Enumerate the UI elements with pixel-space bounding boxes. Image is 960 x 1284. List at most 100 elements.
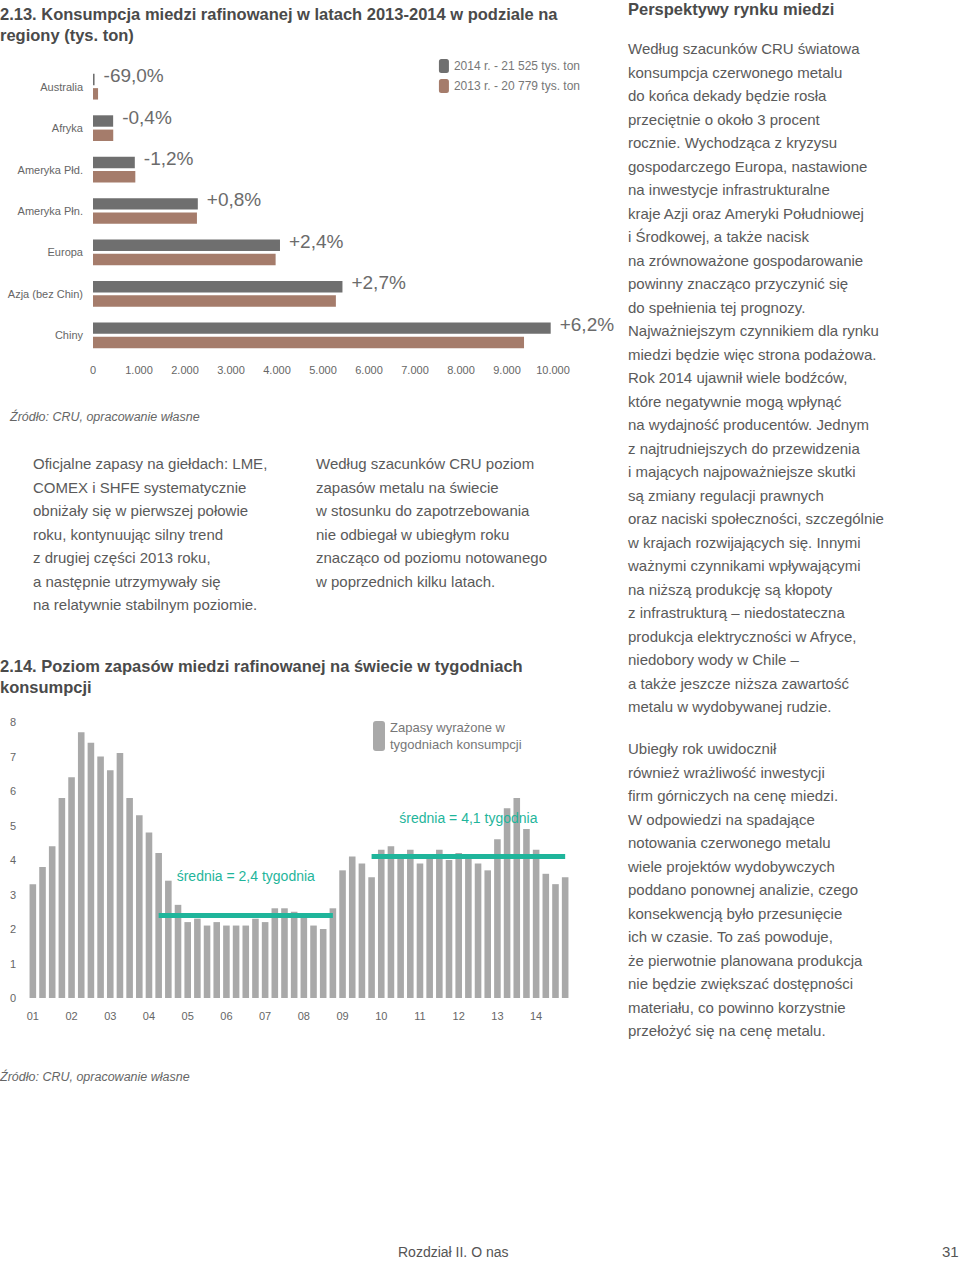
html-text:że pierwotnie planowana produk: że pierwotnie planowana produkcja [628,951,863,969]
svg-text:1: 1 [10,958,16,970]
svg-text:06: 06 [220,1010,232,1022]
svg-text:Australia: Australia [40,81,84,93]
svg-text:+2,4%: +2,4% [289,231,344,252]
svg-text:Afryka: Afryka [52,122,84,134]
html-text:gospodarczego Europa, nastawio: gospodarczego Europa, nastawione [628,157,868,175]
html-text:na niższą produkcję są kłopoty: na niższą produkcję są kłopoty [628,580,833,598]
svg-text:7: 7 [10,751,16,763]
svg-text:Azja (bez Chin): Azja (bez Chin) [8,288,83,300]
svg-text:-1,2%: -1,2% [144,148,194,169]
svg-text:10.000: 10.000 [536,364,570,376]
html-text:na zrównoważone gospodarowanie: na zrównoważone gospodarowanie [628,251,864,269]
svg-text:3.000: 3.000 [217,364,245,376]
html-text:a następnie utrzymywały się: a następnie utrzymywały się [33,572,221,590]
html-text:konsumpcja czerwonego metalu: konsumpcja czerwonego metalu [628,63,843,81]
svg-text:04: 04 [143,1010,155,1022]
svg-text:+6,2%: +6,2% [560,314,615,335]
html-text:kraje Azji oraz Ameryki Połudn: kraje Azji oraz Ameryki Południowej [628,204,864,222]
html-text:Według szacunków CRU światowa: Według szacunków CRU światowa [628,40,860,57]
html-text:a także jeszcze niższa zawarto: a także jeszcze niższa zawartość [628,674,849,692]
html-text:2.14. Poziom zapasów miedzi ra: 2.14. Poziom zapasów miedzi rafinowanej … [0,657,523,696]
html-text:na relatywnie stabilnym poziom: na relatywnie stabilnym poziomie. [33,596,258,613]
html-text:nie odbiegał w ubiegłym roku: nie odbiegał w ubiegłym roku [316,525,510,543]
html-text:Oficjalne zapasy na giełdach:: Oficjalne zapasy na giełdach: LME, [33,455,268,472]
svg-text:7.000: 7.000 [401,364,429,376]
svg-text:2.000: 2.000 [171,364,199,376]
svg-text:05: 05 [182,1010,194,1022]
html-text:znacząco od poziomu notowanego: znacząco od poziomu notowanego [316,549,547,566]
html-text:przeciętnie o około 3 procent: przeciętnie o około 3 procent [628,110,820,128]
html-text:w krajach rozwijających się. I: w krajach rozwijających się. Innymi [628,533,861,551]
html-text:obniżały się w pierwszej połow: obniżały się w pierwszej połowie [33,502,249,519]
svg-text:8.000: 8.000 [447,364,475,376]
html-text:COMEX i SHFE systematycznie: COMEX i SHFE systematycznie [33,478,247,496]
svg-text:8: 8 [10,716,16,728]
svg-text:02: 02 [65,1010,77,1022]
svg-text:2014 r. - 21 525 tys. ton: 2014 r. - 21 525 tys. ton [454,59,580,73]
svg-text:Chiny: Chiny [55,329,84,341]
svg-text:4.000: 4.000 [263,364,291,376]
svg-text:-0,4%: -0,4% [122,107,172,128]
html-text:Według szacunków CRU poziom: Według szacunków CRU poziom [316,455,535,472]
html-text:z drugiej części 2013 roku,: z drugiej części 2013 roku, [33,549,211,566]
svg-text:13: 13 [491,1010,503,1022]
html-text:materiału, co powinno korzystn: materiału, co powinno korzystnie [628,998,846,1016]
html-text:Najważniejszym czynnikiem dla: Najważniejszym czynnikiem dla rynku [628,322,879,339]
svg-text:+2,7%: +2,7% [351,272,406,293]
html-text:roku, kontynuując silny trend: roku, kontynuując silny trend [33,525,224,543]
svg-text:Ameryka Płd.: Ameryka Płd. [18,164,83,176]
html-text:do końca dekady będzie rosła: do końca dekady będzie rosła [628,87,827,104]
svg-text:0: 0 [90,364,96,376]
html-text:zapasów metalu na świecie: zapasów metalu na świecie [316,478,499,496]
svg-text:+0,8%: +0,8% [207,189,262,210]
html-text:z najtrudniejszych do przewidz: z najtrudniejszych do przewidzenia [628,439,860,457]
svg-text:0: 0 [10,992,16,1004]
svg-text:2013 r. - 20 779 tys. ton: 2013 r. - 20 779 tys. ton [454,79,580,93]
html-text:W odpowiedzi na spadające: W odpowiedzi na spadające [628,810,815,828]
html-text:również wrażliwość inwestycji: również wrażliwość inwestycji [628,763,825,781]
svg-text:5.000: 5.000 [309,364,337,376]
svg-text:4: 4 [10,854,16,866]
html-text:i mających najpoważniejsze sku: i mających najpoważniejsze skutki [628,463,856,480]
svg-text:9.000: 9.000 [493,364,521,376]
html-text:2.13. Konsumpcja miedzi rafino: 2.13. Konsumpcja miedzi rafinowanej w la… [0,5,558,44]
svg-text:Europa: Europa [48,246,84,258]
html-text:na inwestycje infrastrukturaln: na inwestycje infrastrukturalne [628,181,830,198]
html-text:rocznie. Wychodząca z kryzysu: rocznie. Wychodząca z kryzysu [628,134,838,151]
svg-text:tygodniach konsumpcji: tygodniach konsumpcji [390,737,522,752]
svg-text:-69,0%: -69,0% [104,65,164,86]
svg-text:01: 01 [27,1010,39,1022]
svg-text:14: 14 [530,1010,542,1022]
svg-text:07: 07 [259,1010,271,1022]
svg-text:6: 6 [10,785,16,797]
svg-text:08: 08 [298,1010,310,1022]
html-text:w stosunku do zapotrzebowania: w stosunku do zapotrzebowania [316,502,530,519]
html-text:Perspektywy rynku miedzi: Perspektywy rynku miedzi [628,0,835,18]
html-text:i Środkowej, a także nacisk: i Środkowej, a także nacisk [628,228,809,245]
svg-text:6.000: 6.000 [355,364,383,376]
svg-text:2: 2 [10,923,16,935]
svg-text:średnia = 4,1 tygodnia: średnia = 4,1 tygodnia [399,810,537,826]
html-text:Rok 2014 ujawnił wiele bodźców: Rok 2014 ujawnił wiele bodźców, [628,369,848,386]
svg-text:10: 10 [375,1010,387,1022]
html-text:do spełnienia tej prognozy.: do spełnienia tej prognozy. [628,298,806,316]
svg-text:1.000: 1.000 [125,364,153,376]
svg-text:3: 3 [10,889,16,901]
html-text:w poprzednich kilku latach.: w poprzednich kilku latach. [316,572,496,590]
svg-text:12: 12 [453,1010,465,1022]
svg-text:09: 09 [336,1010,348,1022]
svg-text:Ameryka Płn.: Ameryka Płn. [18,205,83,217]
svg-text:5: 5 [10,820,16,832]
html-text:wiele projektów wydobywczych: wiele projektów wydobywczych [628,857,835,875]
html-text:konsekwencją było przesunięcie: konsekwencją było przesunięcie [628,904,843,922]
svg-text:średnia = 2,4 tygodnia: średnia = 2,4 tygodnia [177,868,315,884]
html-text:są zmiany regulacji prawnych: są zmiany regulacji prawnych [628,486,824,504]
svg-text:11: 11 [414,1010,425,1022]
html-text:na wydajność producentów. Jedn: na wydajność producentów. Jednym [628,416,869,433]
html-text:powinny znacząco przyczynić si: powinny znacząco przyczynić się [628,275,849,292]
html-text:które negatywnie mogą wpłynąć: które negatywnie mogą wpłynąć [628,392,842,410]
svg-text:03: 03 [104,1010,116,1022]
svg-text:Zapasy wyrażone w: Zapasy wyrażone w [390,720,509,735]
html-text:produkcja elektryczności w Afr: produkcja elektryczności w Afryce, [628,627,857,645]
html-text:miedzi będzie więc strona poda: miedzi będzie więc strona podażowa. [628,345,877,363]
